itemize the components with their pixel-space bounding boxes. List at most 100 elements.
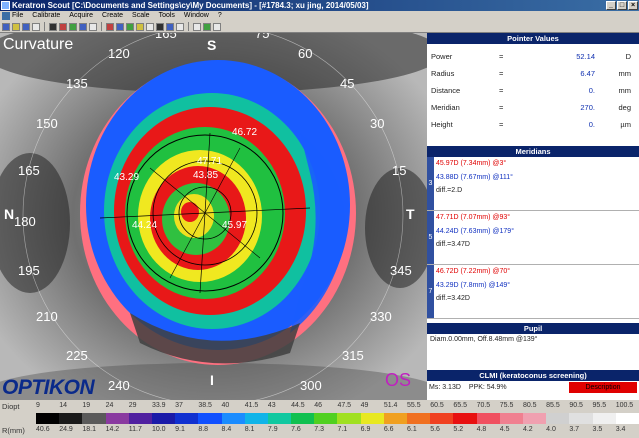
axial-map-icon[interactable] [116,22,124,31]
delete-icon[interactable] [59,22,67,31]
compare-icon[interactable] [146,22,154,31]
angle-label: 135 [66,76,88,91]
camera-icon[interactable] [49,22,57,31]
pointer-unit: mm [618,86,632,95]
angle-label: 150 [36,116,58,131]
meridian-group[interactable]: 7 46.72D (7.22mm) @70° 43.29D (7.8mm) @1… [427,265,639,319]
color-swatch [430,413,454,424]
curvature-map[interactable]: 165 75 120 60 135 45 150 30 165 15 180 1… [0,33,427,400]
open-icon[interactable] [12,22,20,31]
curvature-value: 43.85 [193,170,218,181]
superior-marker: S [207,37,216,53]
temporal-marker: T [406,206,415,222]
lens-icon[interactable] [156,22,164,31]
optikon-logo: OPTIKON [2,376,95,399]
pointer-unit: D [625,52,631,61]
pointer-label: Height [431,120,453,129]
menu-scale[interactable]: Scale [132,12,150,19]
eye-side-label: OS [385,370,412,390]
curvature-value: 47.71 [197,156,222,167]
pointer-label: Distance [431,86,461,95]
maximize-button[interactable]: □ [617,1,627,10]
menu-tools[interactable]: Tools [158,12,175,19]
new-icon[interactable] [2,22,10,31]
fit-icon[interactable] [166,22,174,31]
description-button[interactable]: Description [569,382,637,393]
pointer-row-radius: Radius = 6.47 mm [427,65,639,82]
menu-help[interactable]: ? [217,12,222,19]
radius-value: 18.1 [82,426,96,433]
radius-row: R(mm) 40.6 24.9 18.1 14.2 11.7 10.0 9.1 8.8 8.4 8… [0,426,639,435]
curvature-value: 44.24 [132,220,157,231]
ring-medium [152,160,258,266]
print-icon[interactable] [32,22,40,31]
map-shadow-bottom [130,313,300,364]
curvature-value: 43.29 [114,172,139,183]
toolbar-separator [101,22,102,31]
close-button[interactable]: × [628,1,638,10]
menu-create[interactable]: Create [102,12,124,19]
clmi-header: CLMI (keratoconus screening) [427,370,639,381]
color-swatch [105,413,129,424]
color-swatch [36,413,60,424]
diopt-value: 44.5 [291,402,305,409]
radius-value: 6.6 [383,426,394,433]
radius-value: 4.5 [499,426,510,433]
tangential-map-icon[interactable] [126,22,134,31]
meridian-group[interactable]: 3 45.97D (7.34mm) @3° 43.88D (7.67mm) @1… [427,157,639,211]
record-icon[interactable] [106,22,114,31]
app-icon [1,1,10,10]
angle-label: 300 [300,378,322,393]
menu-file[interactable]: File [12,12,24,19]
color-swatch [82,413,106,424]
radius-value: 7.9 [267,426,278,433]
meridian-group-number: 5 [427,211,434,264]
curvature-value: 46.72 [232,127,257,138]
diopt-value: 80.5 [522,402,537,409]
color-swatch [360,413,384,424]
pointer-label: Meridian [431,103,460,112]
diopt-value: 47.5 [337,402,352,409]
help-icon[interactable] [213,22,221,31]
diopt-row: Diopt 9 14 19 24 29 33.9 37 38.5 40 41.5 43 44.5 46 4… [0,402,639,411]
angle-label: 210 [36,309,58,324]
color-swatch [221,413,245,424]
meridians-section: 3 45.97D (7.34mm) @3° 43.88D (7.67mm) @1… [427,157,639,323]
radius-value: 10.0 [151,426,166,433]
meridian-group[interactable]: 5 47.71D (7.07mm) @93° 44.24D (7.63mm) @… [427,211,639,265]
diopt-label: Diopt [2,402,20,411]
pointer-label: Radius [431,69,455,78]
height-map-icon[interactable] [136,22,144,31]
menu-calibrate[interactable]: Calibrate [32,12,61,19]
color-scale: Diopt 9 14 19 24 29 33.9 37 38.5 40 41.5 43 44.5 46 4… [0,400,639,438]
color-swatch [244,413,268,424]
menu-window[interactable]: Window [183,12,209,19]
settings-icon[interactable] [176,22,184,31]
meridian-steep: 45.97D (7.34mm) @3° [436,160,507,167]
zoom-icon[interactable] [89,22,97,31]
radius-value: 3.5 [592,426,603,433]
report-icon[interactable] [193,22,201,31]
diopt-value: 49 [360,402,369,409]
pointer-unit: mm [618,69,632,78]
color-swatch [267,413,292,424]
color-swatch [407,413,431,424]
menu-acquire[interactable]: Acquire [69,12,94,19]
save-icon[interactable] [22,22,30,31]
diopt-value: 19 [82,402,91,409]
curvature-value: 45.97 [222,220,247,231]
pupil-header: Pupil [427,323,639,334]
export-icon[interactable] [203,22,211,31]
title-bar: Keratron Scout [C:\Documents and Setting… [0,0,639,11]
color-swatch [151,413,176,424]
pointer-value: 52.14 [576,52,595,61]
diopt-value: 60.5 [430,402,444,409]
diopt-value: 29 [128,402,137,409]
angle-label: 195 [18,263,40,278]
color-swatch [499,413,523,424]
radius-value: 5.2 [453,426,464,433]
curvature-map-view[interactable]: 165 75 120 60 135 45 150 30 165 15 180 1… [0,33,427,400]
minimize-button[interactable]: _ [606,1,616,10]
map-icon[interactable] [69,22,77,31]
grid-icon[interactable] [79,22,87,31]
